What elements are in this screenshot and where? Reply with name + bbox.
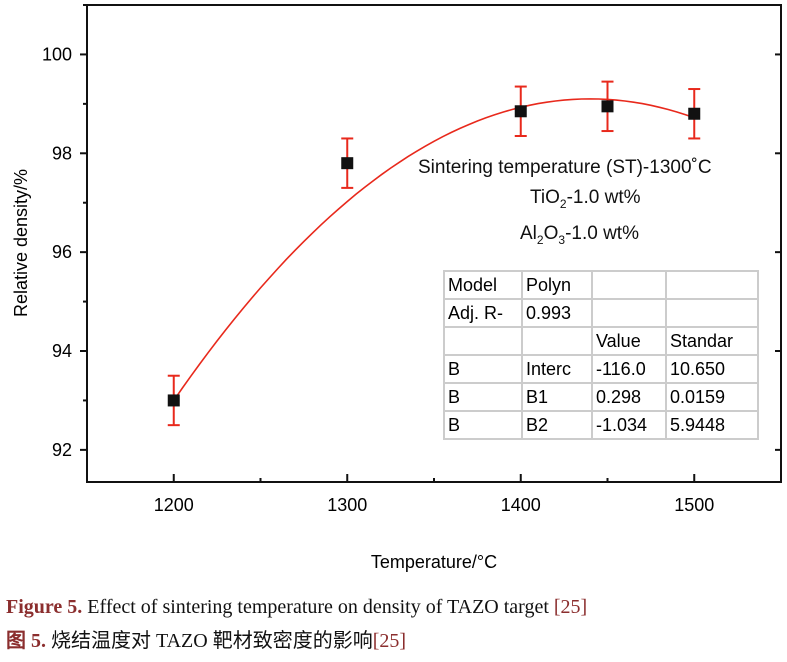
data-point <box>688 107 701 120</box>
data-point <box>601 100 614 113</box>
table-row: B B1 0.298 0.0159 <box>443 382 759 412</box>
x-axis-label: Temperature/°C <box>371 552 497 572</box>
y-tick-label: 98 <box>52 143 72 163</box>
table-cell: 0.298 <box>591 382 667 412</box>
data-point <box>514 105 527 118</box>
annotation-al2o3: Al2O3-1.0 wt% <box>520 223 639 247</box>
table-cell: Adj. R- <box>443 298 523 328</box>
table-cell: B1 <box>521 382 593 412</box>
table-cell: Interc <box>521 354 593 384</box>
y-tick-label: 100 <box>42 44 72 64</box>
table-cell <box>665 270 759 300</box>
table-row: Model Polyn <box>443 270 759 300</box>
table-cell: 10.650 <box>665 354 759 384</box>
data-point <box>167 394 180 407</box>
annotation-st: Sintering temperature (ST)-1300˚C <box>418 157 712 178</box>
table-cell: Polyn <box>521 270 593 300</box>
x-tick-label: 1400 <box>501 495 541 515</box>
y-tick-label: 96 <box>52 242 72 262</box>
y-tick-label: 92 <box>52 440 72 460</box>
table-cell: -116.0 <box>591 354 667 384</box>
table-cell: -1.034 <box>591 410 667 440</box>
table-cell: 5.9448 <box>665 410 759 440</box>
table-cell: Model <box>443 270 523 300</box>
x-tick-label: 1500 <box>674 495 714 515</box>
y-tick-label: 94 <box>52 341 72 361</box>
table-cell: B <box>443 354 523 384</box>
data-point <box>341 157 354 170</box>
x-tick-label: 1300 <box>327 495 367 515</box>
table-cell <box>521 326 593 356</box>
table-cell: Value <box>591 326 667 356</box>
table-cell: B2 <box>521 410 593 440</box>
table-cell <box>665 298 759 328</box>
y-axis-label: Relative density/% <box>11 169 31 317</box>
caption-en: Figure 5. Effect of sintering temperatur… <box>6 596 588 618</box>
table-row: B B2 -1.034 5.9448 <box>443 410 759 440</box>
table-cell: 0.993 <box>521 298 593 328</box>
fit-results-table: Model Polyn Adj. R- 0.993 Value Standar B Inter… <box>443 270 759 440</box>
table-row: Value Standar <box>443 326 759 356</box>
table-cell: Standar <box>665 326 759 356</box>
table-cell <box>591 270 667 300</box>
table-row: Adj. R- 0.993 <box>443 298 759 328</box>
table-cell <box>443 326 523 356</box>
caption-zh: 图 5. 烧结温度对 TAZO 靶材致密度的影响[25] <box>6 630 407 652</box>
x-tick-label: 1200 <box>154 495 194 515</box>
table-row: B Interc -116.0 10.650 <box>443 354 759 384</box>
table-cell <box>591 298 667 328</box>
table-cell: B <box>443 382 523 412</box>
annotation-tio2: TiO2-1.0 wt% <box>530 187 641 211</box>
table-cell: 0.0159 <box>665 382 759 412</box>
table-cell: B <box>443 410 523 440</box>
